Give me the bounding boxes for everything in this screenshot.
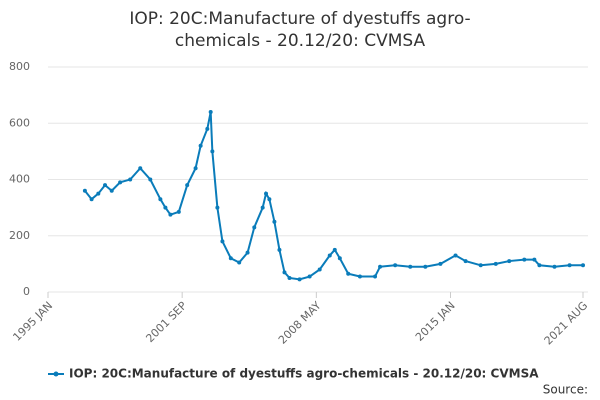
y-tick-label: 400 (9, 173, 30, 186)
x-tick-label: 2021 AUG (542, 299, 591, 348)
point (158, 197, 163, 202)
point (193, 166, 198, 171)
point (210, 149, 215, 154)
point (453, 253, 458, 258)
point (346, 271, 351, 276)
point (277, 247, 282, 252)
point (522, 257, 527, 262)
point (357, 274, 362, 279)
point (237, 260, 242, 265)
point (168, 212, 173, 217)
point (493, 261, 498, 266)
point (208, 110, 213, 114)
point (327, 253, 332, 258)
legend-label: IOP: 20C:Manufacture of dyestuffs agro-c… (69, 367, 539, 381)
point (215, 205, 220, 210)
point (220, 239, 225, 244)
x-tick-label: 1995 JAN (10, 299, 55, 344)
point (373, 274, 378, 279)
point (317, 267, 322, 272)
series-line (84, 111, 583, 281)
chart-title: IOP: 20C:Manufacture of dyestuffs agro-c… (129, 9, 471, 51)
point (463, 259, 468, 264)
point (267, 197, 272, 202)
y-tick-label: 800 (9, 60, 30, 73)
point (205, 126, 210, 131)
point (393, 263, 398, 268)
point (567, 263, 572, 268)
source: Source: (543, 383, 588, 397)
point (478, 263, 483, 268)
point (272, 219, 277, 224)
point (264, 191, 269, 196)
x-tick-label: 2008 MAY (276, 299, 324, 347)
point (148, 177, 153, 182)
y-tick-label: 600 (9, 116, 30, 129)
point (260, 205, 265, 210)
x-tick-label: 2015 JAN (413, 299, 458, 344)
point (297, 277, 302, 282)
point (103, 183, 108, 188)
point (245, 250, 250, 255)
legend-marker (53, 371, 59, 377)
point (532, 257, 537, 262)
point (408, 264, 413, 269)
point (537, 263, 542, 268)
point (332, 247, 337, 252)
point (118, 180, 123, 185)
point (82, 188, 87, 193)
y-tick-label: 0 (23, 285, 30, 298)
point (185, 183, 190, 188)
point (96, 191, 101, 196)
point (378, 264, 383, 269)
point (423, 264, 428, 269)
point (438, 261, 443, 266)
point (581, 263, 585, 268)
point (252, 225, 257, 230)
point (228, 256, 233, 261)
point (287, 275, 292, 280)
point (198, 143, 203, 148)
x-tick-label: 2001 SEP (143, 299, 189, 345)
point (307, 274, 312, 279)
point (89, 197, 94, 202)
point (163, 205, 168, 210)
point (176, 209, 181, 214)
point (109, 188, 114, 193)
point (337, 256, 342, 261)
y-tick-label: 200 (9, 229, 30, 242)
point (282, 270, 287, 275)
point (138, 166, 143, 171)
point (128, 177, 133, 182)
point (552, 264, 557, 269)
point (507, 259, 512, 264)
